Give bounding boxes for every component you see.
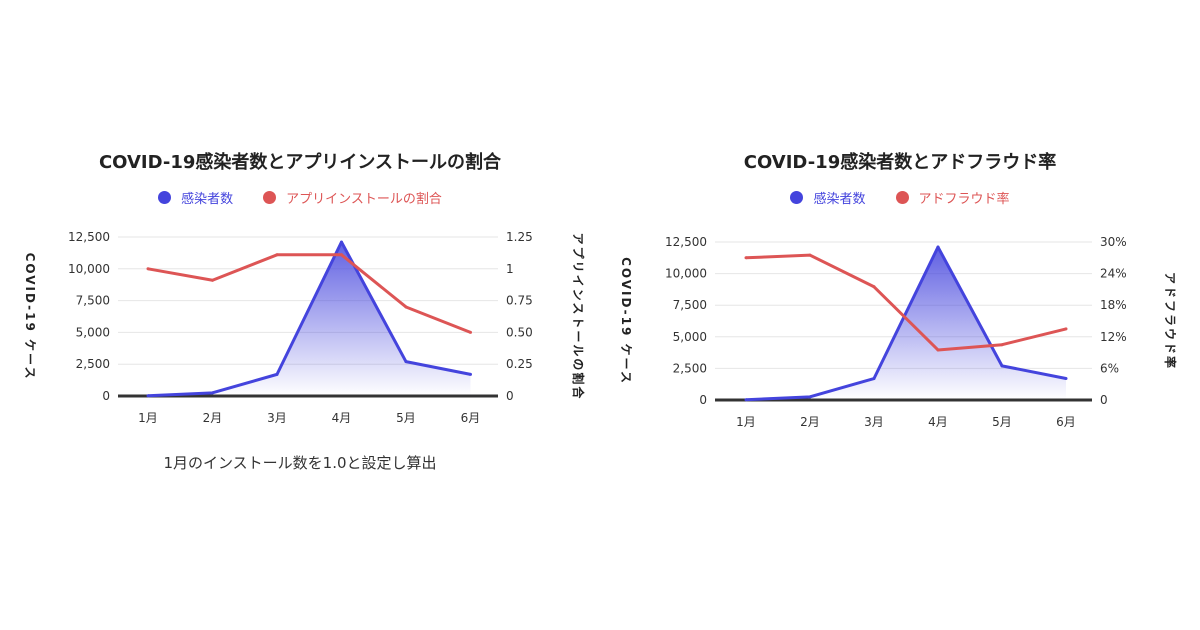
- ratio-point: [744, 256, 748, 260]
- y-tick-left: 2,500: [673, 361, 707, 375]
- y-tick-right: 0: [506, 389, 514, 403]
- y-tick-right: 0.25: [506, 357, 533, 371]
- x-tick-label: 5月: [992, 415, 1012, 429]
- ratio-point: [936, 348, 940, 352]
- infections-line: [147, 240, 471, 398]
- y-tick-right: 30%: [1100, 235, 1127, 249]
- infections-point: [808, 395, 812, 399]
- ratio-point: [340, 253, 343, 257]
- ratio-point: [872, 285, 876, 289]
- infections-point: [146, 394, 150, 398]
- infections-line: [745, 245, 1067, 402]
- x-tick-label: 4月: [928, 415, 948, 429]
- infections-area: [746, 247, 1066, 400]
- ratio-point: [404, 305, 408, 309]
- y-tick-left: 5,000: [76, 325, 110, 339]
- chart-title: COVID-19感染者数とアドフラウド率: [743, 152, 1057, 173]
- infections-point: [1064, 377, 1068, 381]
- ratio-point: [469, 330, 472, 334]
- y-axis-title-right: アプリインストールの割合: [571, 233, 586, 401]
- chart-title: COVID-19感染者数とアプリインストールの割合: [98, 152, 502, 173]
- x-tick-label: 6月: [1056, 415, 1076, 429]
- x-tick-label: 1月: [736, 415, 756, 429]
- infections-point: [872, 377, 876, 381]
- y-tick-right: 0: [1100, 393, 1108, 407]
- ratio-point: [1000, 343, 1004, 347]
- infections-point: [1000, 364, 1004, 368]
- x-tick-label: 3月: [267, 411, 287, 425]
- y-tick-left: 12,500: [665, 235, 707, 249]
- y-tick-right: 1: [506, 262, 514, 276]
- y-axis-title-left: COVID-19 ケース: [23, 253, 37, 381]
- y-tick-left: 0: [699, 393, 707, 407]
- legend-item-adfraud[interactable]: アドフラウド率: [895, 188, 1010, 207]
- y-tick-left: 12,500: [68, 230, 110, 244]
- y-tick-right: 6%: [1100, 361, 1119, 375]
- ratio-point: [275, 253, 279, 257]
- legend-dot-adfraud: [895, 191, 909, 204]
- chart-plot-left: 0 0 2,500 0.25 5,000 0.50 7,500 0.75 10,000 1 12,5…: [23, 230, 586, 425]
- ratio-line: [745, 253, 1067, 352]
- chart-panel-left: COVID-19感染者数とアプリインストールの割合 感染者数 アプリインストール…: [0, 152, 600, 472]
- ratio-point: [808, 253, 812, 257]
- legend-dot-infections: [790, 191, 804, 204]
- x-tick-label: 3月: [864, 415, 884, 429]
- infections-point: [936, 245, 940, 249]
- chart-note: 1月のインストール数を1.0と設定し算出: [163, 454, 437, 472]
- legend-label-ratio: アプリインストールの割合: [286, 192, 442, 207]
- legend-item-infections[interactable]: 感染者数: [790, 188, 866, 207]
- ratio-line: [147, 253, 472, 334]
- infections-area: [148, 242, 471, 396]
- x-tick-label: 2月: [203, 411, 223, 425]
- y-tick-right: 24%: [1100, 267, 1127, 281]
- infections-point: [211, 391, 214, 395]
- y-tick-left: 7,500: [673, 298, 707, 312]
- ratio-point: [1064, 327, 1068, 331]
- chart-legend: 感染者数 アプリインストールの割合: [0, 188, 600, 207]
- legend-item-ratio[interactable]: アプリインストールの割合: [263, 188, 442, 207]
- x-tick-label: 2月: [800, 415, 820, 429]
- chart-plot-right: 0 0 2,500 6% 5,000 12% 7,500 18% 10,000 24% 12,500…: [619, 235, 1178, 429]
- legend-dot-ratio: [263, 191, 277, 204]
- y-axis-title-left: COVID-19 ケース: [619, 257, 633, 385]
- y-tick-left: 5,000: [673, 330, 707, 344]
- infections-point: [404, 360, 408, 364]
- legend-dot-infections: [158, 191, 172, 204]
- x-tick-label: 5月: [396, 411, 416, 425]
- legend-label-adfraud: アドフラウド率: [918, 192, 1010, 207]
- infections-point: [340, 240, 343, 244]
- y-tick-right: 0.75: [506, 294, 533, 308]
- legend-label-infections: 感染者数: [181, 192, 234, 207]
- y-tick-left: 7,500: [76, 294, 110, 308]
- y-tick-left: 10,000: [68, 262, 110, 276]
- y-tick-left: 10,000: [665, 267, 707, 281]
- infections-point: [744, 398, 748, 402]
- legend-item-infections[interactable]: 感染者数: [158, 188, 233, 207]
- ratio-point: [211, 278, 214, 282]
- infections-point: [275, 372, 279, 376]
- y-tick-right: 0.50: [506, 325, 533, 339]
- y-tick-right: 18%: [1100, 298, 1127, 312]
- x-tick-label: 6月: [461, 411, 481, 425]
- y-tick-left: 0: [102, 389, 110, 403]
- x-tick-label: 4月: [332, 411, 352, 425]
- ratio-point: [146, 267, 150, 271]
- chart-legend: 感染者数 アドフラウド率: [600, 188, 1200, 207]
- x-tick-label: 1月: [138, 411, 158, 425]
- y-tick-right: 1.25: [506, 230, 533, 244]
- y-axis-title-right: アドフラウド率: [1163, 272, 1178, 370]
- y-tick-left: 2,500: [76, 357, 110, 371]
- y-tick-right: 12%: [1100, 330, 1127, 344]
- legend-label-infections: 感染者数: [813, 192, 866, 207]
- infections-point: [469, 372, 472, 376]
- chart-panel-right: COVID-19感染者数とアドフラウド率 感染者数 アドフラウド率 0 0 2,50…: [600, 0, 1200, 630]
